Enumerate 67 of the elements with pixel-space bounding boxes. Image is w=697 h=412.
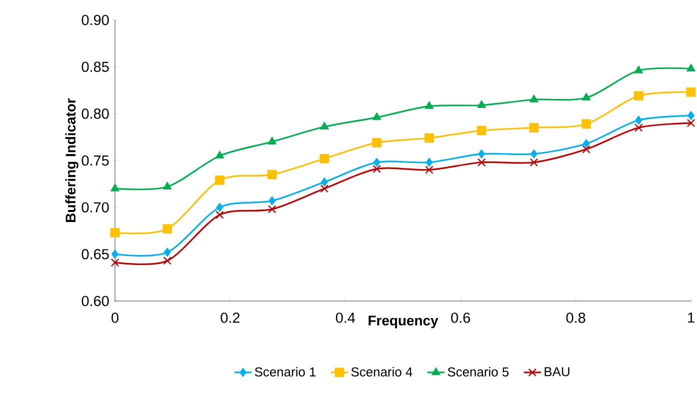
point — [424, 133, 434, 143]
y-tick-label: 0.75 — [82, 155, 109, 166]
x-tick-label: 0.4 — [336, 312, 356, 323]
point — [686, 87, 696, 97]
y-tick-label: 0.80 — [82, 108, 109, 119]
y-tick-label: 0.60 — [82, 296, 109, 306]
point — [530, 158, 538, 166]
point — [111, 249, 119, 259]
legend-label: Scenario 4 — [351, 367, 412, 377]
y-axis-title: Buffering Indicator — [65, 98, 78, 222]
point — [320, 154, 330, 164]
point — [373, 158, 380, 168]
point — [216, 202, 224, 212]
point — [320, 184, 329, 193]
legend-label: Scenario 1 — [254, 367, 316, 377]
point — [530, 149, 538, 159]
point — [372, 138, 382, 148]
point — [320, 122, 329, 130]
point — [215, 150, 224, 159]
point — [582, 138, 590, 148]
x-tick-label: 0.6 — [451, 312, 470, 323]
y-tick-label: 0.65 — [82, 249, 109, 260]
point — [215, 175, 224, 185]
point — [477, 100, 486, 108]
point — [162, 224, 172, 234]
point — [634, 65, 644, 74]
point — [634, 124, 643, 132]
point — [268, 196, 276, 206]
point — [477, 158, 486, 166]
point — [476, 126, 486, 136]
point — [110, 258, 120, 267]
x-tick-label: 0 — [112, 312, 118, 323]
point — [634, 91, 644, 101]
point — [582, 145, 590, 154]
point — [425, 166, 434, 174]
point — [582, 119, 591, 129]
legend-label: Scenario 5 — [448, 367, 509, 377]
y-tick-label: 0.70 — [82, 202, 109, 212]
point — [216, 210, 224, 219]
point — [162, 182, 172, 190]
point — [686, 118, 696, 128]
point — [163, 256, 172, 265]
point — [478, 149, 486, 159]
point — [164, 248, 171, 257]
point — [529, 94, 538, 102]
point — [424, 100, 434, 109]
point — [582, 92, 591, 100]
point — [372, 112, 382, 120]
point — [110, 183, 120, 192]
x-tick-label: 0.8 — [566, 312, 586, 323]
point — [267, 170, 277, 180]
x-axis-title: Frequency — [368, 316, 438, 328]
point — [635, 116, 642, 125]
point — [268, 136, 277, 144]
point — [686, 64, 696, 72]
y-tick-label: 0.85 — [82, 62, 109, 72]
point — [110, 228, 120, 238]
point — [426, 158, 433, 168]
y-tick-label: 0.90 — [82, 14, 109, 26]
point — [687, 110, 695, 120]
legend-label: BAU — [544, 367, 570, 376]
point — [529, 123, 539, 132]
point — [372, 164, 381, 174]
x-tick-label: 1 — [688, 312, 694, 323]
point — [268, 205, 276, 214]
x-tick-label: 0.2 — [220, 312, 240, 323]
point — [320, 177, 328, 187]
